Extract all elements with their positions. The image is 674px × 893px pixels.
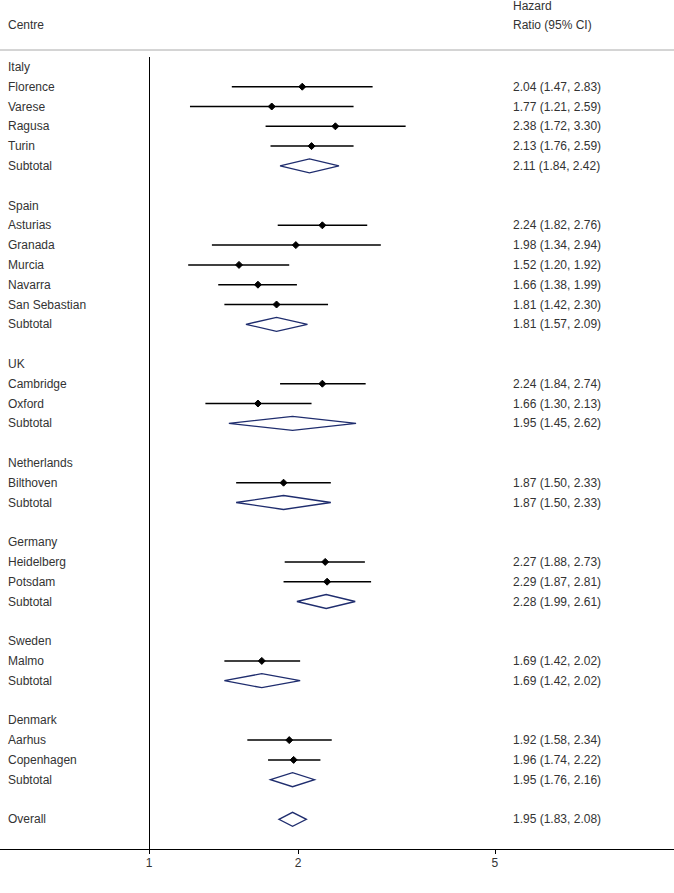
svg-text:1.95 (1.76, 2.16): 1.95 (1.76, 2.16) xyxy=(513,773,601,787)
svg-text:1.96 (1.74, 2.22): 1.96 (1.74, 2.22) xyxy=(513,753,601,767)
svg-text:Bilthoven: Bilthoven xyxy=(8,476,57,490)
svg-text:5: 5 xyxy=(492,856,499,870)
svg-text:Potsdam: Potsdam xyxy=(8,575,55,589)
svg-text:Spain: Spain xyxy=(8,199,39,213)
svg-text:2.11 (1.84, 2.42): 2.11 (1.84, 2.42) xyxy=(513,159,600,173)
svg-text:Subtotal: Subtotal xyxy=(8,416,52,430)
svg-text:1.95 (1.45, 2.62): 1.95 (1.45, 2.62) xyxy=(513,416,601,430)
svg-text:Turin: Turin xyxy=(8,139,35,153)
svg-text:Varese: Varese xyxy=(8,100,45,114)
svg-text:Italy: Italy xyxy=(8,60,30,74)
svg-text:1.92 (1.58, 2.34): 1.92 (1.58, 2.34) xyxy=(513,733,601,747)
svg-text:1.66 (1.38, 1.99): 1.66 (1.38, 1.99) xyxy=(513,278,601,292)
svg-text:Oxford: Oxford xyxy=(8,397,44,411)
svg-text:Subtotal: Subtotal xyxy=(8,496,52,510)
svg-text:2.04 (1.47, 2.83): 2.04 (1.47, 2.83) xyxy=(513,80,601,94)
svg-text:San Sebastian: San Sebastian xyxy=(8,298,86,312)
svg-text:2.28 (1.99, 2.61): 2.28 (1.99, 2.61) xyxy=(513,595,601,609)
svg-text:Cambridge: Cambridge xyxy=(8,377,67,391)
svg-text:Malmo: Malmo xyxy=(8,654,44,668)
svg-text:Netherlands: Netherlands xyxy=(8,456,73,470)
svg-text:Germany: Germany xyxy=(8,535,57,549)
svg-text:Navarra: Navarra xyxy=(8,278,51,292)
svg-text:Centre: Centre xyxy=(8,18,44,32)
svg-text:Granada: Granada xyxy=(8,238,55,252)
svg-text:Ratio (95% CI): Ratio (95% CI) xyxy=(513,18,592,32)
svg-text:Hazard: Hazard xyxy=(513,0,552,13)
svg-text:1.52 (1.20, 1.92): 1.52 (1.20, 1.92) xyxy=(513,258,601,272)
svg-text:Sweden: Sweden xyxy=(8,634,51,648)
svg-text:1.66 (1.30, 2.13): 1.66 (1.30, 2.13) xyxy=(513,397,601,411)
svg-text:2.38 (1.72, 3.30): 2.38 (1.72, 3.30) xyxy=(513,119,601,133)
svg-text:Murcia: Murcia xyxy=(8,258,44,272)
svg-text:UK: UK xyxy=(8,357,25,371)
svg-text:1.69 (1.42, 2.02): 1.69 (1.42, 2.02) xyxy=(513,654,601,668)
svg-text:2.24 (1.84, 2.74): 2.24 (1.84, 2.74) xyxy=(513,377,601,391)
svg-text:1.69 (1.42, 2.02): 1.69 (1.42, 2.02) xyxy=(513,674,601,688)
svg-text:Heidelberg: Heidelberg xyxy=(8,555,66,569)
svg-text:Subtotal: Subtotal xyxy=(8,159,52,173)
svg-text:Subtotal: Subtotal xyxy=(8,317,52,331)
svg-text:2: 2 xyxy=(295,856,302,870)
svg-text:1.95 (1.83, 2.08): 1.95 (1.83, 2.08) xyxy=(513,812,601,826)
svg-text:Asturias: Asturias xyxy=(8,218,51,232)
svg-text:1.81 (1.57, 2.09): 1.81 (1.57, 2.09) xyxy=(513,317,601,331)
svg-text:Subtotal: Subtotal xyxy=(8,773,52,787)
svg-text:2.27 (1.88, 2.73): 2.27 (1.88, 2.73) xyxy=(513,555,601,569)
svg-text:Subtotal: Subtotal xyxy=(8,674,52,688)
svg-text:2.24 (1.82, 2.76): 2.24 (1.82, 2.76) xyxy=(513,218,601,232)
svg-text:1.77 (1.21, 2.59): 1.77 (1.21, 2.59) xyxy=(513,100,601,114)
svg-text:1.87 (1.50, 2.33): 1.87 (1.50, 2.33) xyxy=(513,496,601,510)
svg-text:Copenhagen: Copenhagen xyxy=(8,753,77,767)
svg-text:Aarhus: Aarhus xyxy=(8,733,46,747)
svg-text:Ragusa: Ragusa xyxy=(8,119,50,133)
svg-text:Denmark: Denmark xyxy=(8,713,58,727)
svg-text:1.81 (1.42, 2.30): 1.81 (1.42, 2.30) xyxy=(513,298,601,312)
svg-text:Florence: Florence xyxy=(8,80,55,94)
svg-text:1.87 (1.50, 2.33): 1.87 (1.50, 2.33) xyxy=(513,476,601,490)
svg-text:Subtotal: Subtotal xyxy=(8,595,52,609)
svg-text:Overall: Overall xyxy=(8,812,46,826)
svg-text:2.29 (1.87, 2.81): 2.29 (1.87, 2.81) xyxy=(513,575,601,589)
svg-text:1.98 (1.34, 2.94): 1.98 (1.34, 2.94) xyxy=(513,238,601,252)
svg-text:1: 1 xyxy=(146,856,153,870)
svg-text:2.13 (1.76, 2.59): 2.13 (1.76, 2.59) xyxy=(513,139,601,153)
